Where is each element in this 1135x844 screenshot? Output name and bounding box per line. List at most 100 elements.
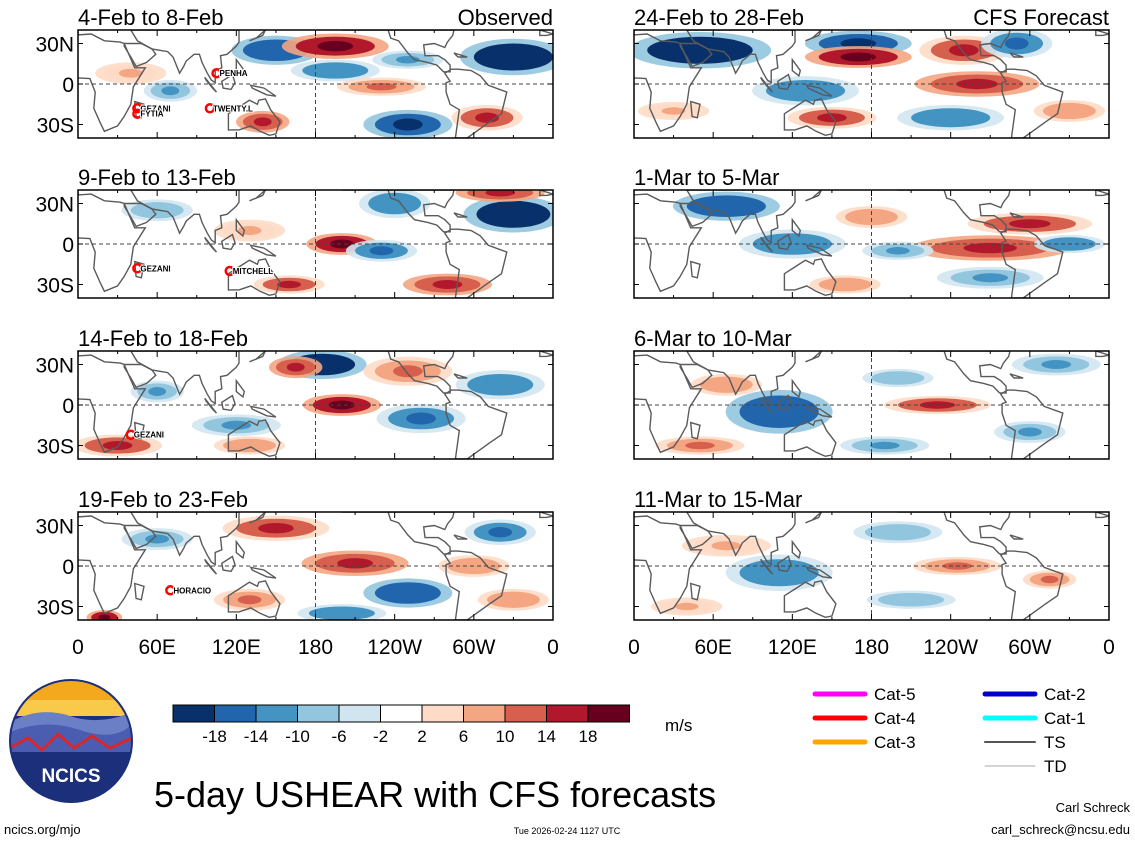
coastline	[129, 512, 240, 566]
coastline	[204, 76, 218, 93]
storm-legend: Cat-5 Cat-4 Cat-3 Cat-2 Cat-1 TS TD	[812, 685, 1086, 776]
colorbar-swatch	[172, 704, 215, 723]
anomaly-core	[286, 362, 305, 372]
lat-label: 0	[62, 234, 74, 257]
coastline	[783, 419, 837, 458]
anomaly-core	[320, 66, 351, 75]
coastline	[999, 550, 1064, 620]
coastline	[221, 233, 236, 251]
colorbar-label: 14	[537, 727, 556, 746]
anomaly-core	[886, 374, 910, 382]
coastline	[78, 515, 147, 615]
coastline	[634, 354, 703, 454]
coastline	[235, 539, 246, 560]
coastline	[249, 351, 267, 363]
coastline	[249, 512, 267, 524]
anomaly-core	[496, 206, 531, 222]
coastline	[129, 30, 240, 85]
colorbar-label: 2	[417, 727, 426, 746]
panel-period: 14-Feb to 18-Feb	[78, 326, 248, 351]
coastline	[760, 76, 774, 93]
coastline	[999, 68, 1064, 138]
anomaly-core	[237, 441, 262, 450]
coastline	[634, 190, 635, 195]
colorbar-swatch	[338, 704, 381, 723]
anomaly-core	[485, 190, 516, 197]
anomaly-core	[317, 41, 354, 52]
anomaly-core	[330, 239, 354, 249]
lat-label: 30N	[35, 355, 74, 378]
anomaly-core	[840, 38, 877, 49]
coastline	[897, 30, 1011, 73]
anomaly-core	[1004, 37, 1029, 50]
coastline	[685, 190, 796, 245]
lon-label: 0	[547, 636, 559, 659]
panel-6	[634, 190, 1109, 298]
coastline	[897, 190, 1011, 233]
anomaly-core	[761, 402, 797, 421]
lat-label: 30S	[37, 275, 74, 298]
lat-label: 30N	[35, 516, 74, 539]
anomaly-core	[674, 602, 699, 611]
panel-2: GEZANI MITCHELL	[78, 190, 553, 298]
anomaly-core	[932, 112, 969, 123]
logo-text: NCICS	[41, 766, 100, 787]
coastline	[249, 30, 267, 42]
lon-label: 120W	[923, 636, 978, 659]
coastline	[133, 582, 145, 601]
coastline	[689, 260, 701, 279]
storm-label: TWENTY.L	[213, 104, 253, 113]
anomaly-core	[488, 527, 513, 538]
coastline	[235, 378, 246, 399]
coastline	[443, 550, 508, 620]
coastline	[999, 228, 1064, 298]
lon-label: 120E	[212, 636, 261, 659]
anomaly-core	[337, 558, 373, 569]
colorbar-swatch	[380, 704, 423, 723]
legend-label: TD	[1044, 757, 1067, 776]
coastline	[1009, 534, 1024, 540]
anomaly-core	[221, 420, 252, 430]
anomaly-core	[708, 200, 745, 213]
coastline	[204, 397, 218, 414]
anomaly-core	[118, 68, 143, 78]
coastline	[453, 534, 468, 540]
coastline	[227, 98, 281, 137]
lat-label: 0	[62, 556, 74, 579]
coastline	[1095, 512, 1109, 519]
coastline	[760, 236, 774, 253]
lon-label: 0	[628, 636, 640, 659]
coastline	[78, 193, 147, 293]
coastline	[221, 73, 236, 91]
coastline	[805, 351, 823, 363]
colorbar-label: 18	[579, 727, 598, 746]
coastline	[443, 228, 508, 298]
colorbar-label: 6	[459, 727, 468, 746]
storm-label: GEZANI	[140, 264, 170, 273]
colorbar-label: -14	[244, 727, 269, 746]
coastline	[805, 512, 823, 524]
legend-label: Cat-1	[1044, 709, 1086, 728]
legend-label: Cat-2	[1044, 685, 1086, 704]
coastline	[249, 405, 277, 418]
anomaly-core	[102, 441, 133, 450]
coastline	[999, 389, 1064, 459]
coastline	[539, 512, 553, 519]
footer-author: Carl Schreck	[1056, 800, 1131, 815]
coastline	[453, 52, 468, 58]
lat-label: 0	[62, 74, 74, 97]
coastline	[227, 258, 281, 297]
panel-8	[634, 512, 1109, 620]
lat-label: 30S	[37, 597, 74, 620]
storm-track	[125, 429, 137, 440]
coastline	[249, 566, 277, 579]
coastline	[249, 190, 267, 202]
coastline	[783, 580, 837, 619]
lat-label: 30N	[35, 34, 74, 57]
lon-label: 0	[72, 636, 84, 659]
anomaly-core	[714, 380, 739, 390]
axes: 4-Feb to 8-Feb Observed 30N 0 30S 9-Feb to 13…	[35, 5, 1114, 659]
figure-title: 5-day USHEAR with CFS forecasts	[154, 774, 716, 815]
coastline	[1009, 373, 1024, 379]
